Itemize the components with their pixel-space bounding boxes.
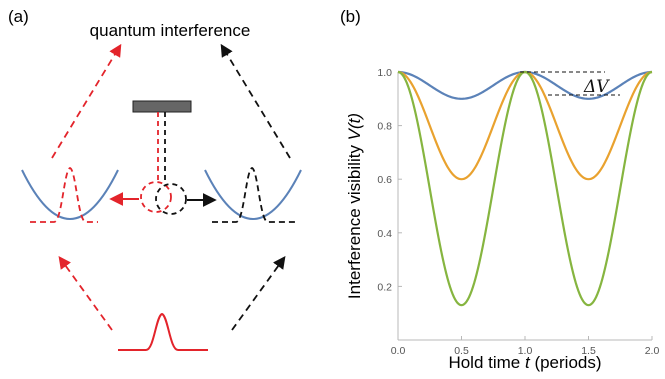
visibility-chart: 0.0 0.5 1.0 1.5 2.0 0.2 0.4 0.6 0.8 1.0 ΔV [377,67,659,357]
series-line-2 [397,70,653,181]
delta-v-label: ΔV [583,77,610,97]
x-tick-label: 0.0 [391,345,406,357]
y-tick-label: 0.4 [377,228,392,240]
y-tick-label: 0.2 [377,281,392,293]
source-wavepacket [118,312,208,351]
y-tick-label: 0.8 [377,121,392,133]
mirror-mount [132,100,192,113]
panel-a-label: (a) [8,7,29,26]
panel-a-title: quantum interference [90,21,251,40]
x-tick-label: 2.0 [645,345,660,357]
panel-b: (b) 0.0 0.5 1.0 1.5 2.0 0.2 0.4 0.6 0.8 1.0 ΔV H… [340,7,659,372]
black-arrow-from-source [231,255,286,331]
y-tick-label: 0.6 [377,174,392,186]
black-wavepacket [212,167,296,223]
series-line-3 [397,70,653,307]
x-axis-label: Hold time t (periods) [448,353,601,372]
y-ticks: 0.2 0.4 0.6 0.8 1.0 [377,67,402,293]
x-ticks: 0.0 0.5 1.0 1.5 2.0 [391,336,660,357]
black-arrow-up [220,43,291,159]
x-tick-label: 1.0 [518,345,533,357]
x-tick-label: 1.5 [581,345,596,357]
black-pendulum-bob [155,183,187,215]
red-pendulum-bob [140,181,172,213]
red-arrow-from-source [58,255,113,331]
y-axis-label: Interference visibility V(t) [345,113,364,299]
left-potential-well [21,169,119,220]
right-potential-well [204,169,302,220]
panel-b-label: (b) [340,7,361,26]
panel-a: (a) quantum interference [8,7,302,351]
series-lines [397,70,653,307]
red-wavepacket [30,167,98,223]
y-tick-label: 1.0 [377,67,392,79]
x-tick-label: 0.5 [454,345,469,357]
red-arrow-up [51,43,122,159]
